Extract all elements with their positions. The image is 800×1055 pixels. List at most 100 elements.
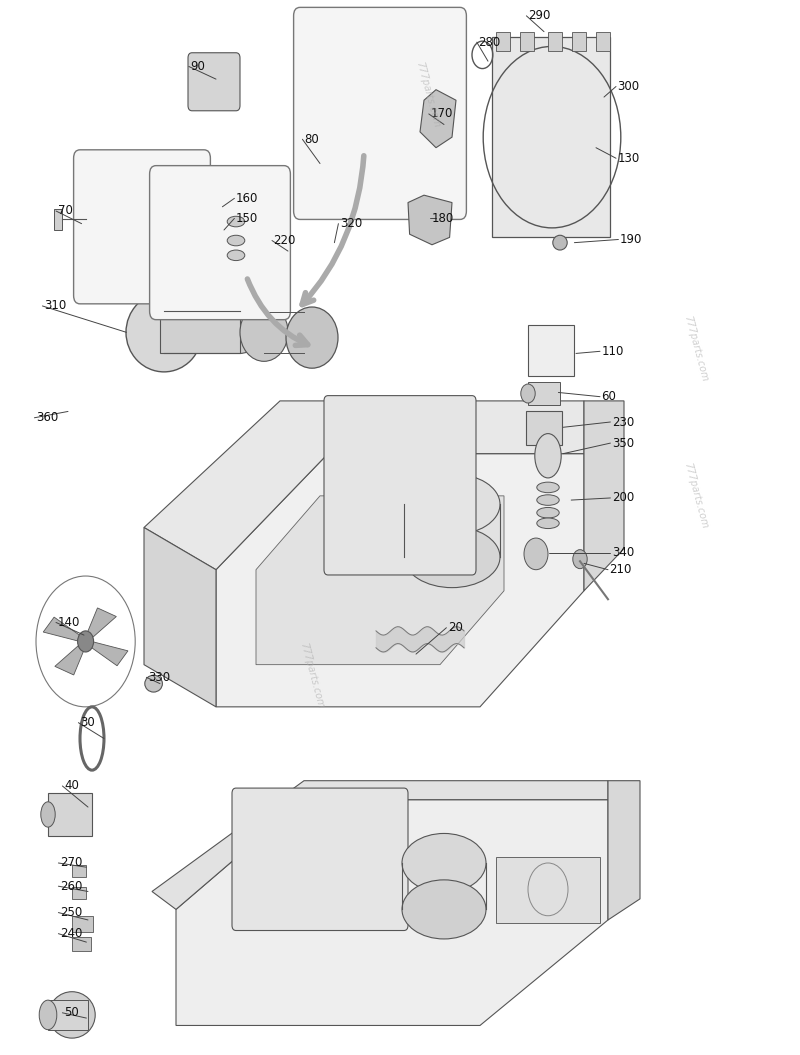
Text: 230: 230 xyxy=(612,416,634,428)
Ellipse shape xyxy=(240,304,288,361)
FancyBboxPatch shape xyxy=(188,53,240,111)
Ellipse shape xyxy=(537,518,559,529)
Ellipse shape xyxy=(145,675,162,692)
Text: 310: 310 xyxy=(44,300,66,312)
Text: 110: 110 xyxy=(602,345,624,358)
FancyBboxPatch shape xyxy=(232,788,408,931)
Bar xyxy=(160,311,240,353)
Ellipse shape xyxy=(39,1000,57,1030)
Text: 160: 160 xyxy=(236,192,258,205)
Bar xyxy=(48,793,92,836)
Ellipse shape xyxy=(227,250,245,261)
Polygon shape xyxy=(55,644,86,675)
Text: 290: 290 xyxy=(528,9,550,22)
Circle shape xyxy=(524,538,548,570)
Polygon shape xyxy=(216,454,584,707)
Text: 777parts.com: 777parts.com xyxy=(682,314,710,382)
Ellipse shape xyxy=(521,384,535,403)
Text: 280: 280 xyxy=(478,36,501,49)
FancyBboxPatch shape xyxy=(294,7,466,219)
Polygon shape xyxy=(420,90,456,148)
Ellipse shape xyxy=(126,292,202,372)
Polygon shape xyxy=(256,496,504,665)
Polygon shape xyxy=(88,641,128,666)
Bar xyxy=(54,209,62,230)
Bar xyxy=(72,937,91,951)
Ellipse shape xyxy=(49,992,95,1038)
FancyBboxPatch shape xyxy=(74,150,210,304)
Ellipse shape xyxy=(537,482,559,493)
Polygon shape xyxy=(176,800,608,1025)
Text: 190: 190 xyxy=(620,233,642,246)
Bar xyxy=(528,382,560,405)
Ellipse shape xyxy=(227,216,245,227)
Text: 250: 250 xyxy=(60,906,82,919)
Bar xyxy=(572,32,586,51)
Text: 90: 90 xyxy=(190,60,206,73)
Bar xyxy=(596,32,610,51)
Text: 777parts.com: 777parts.com xyxy=(298,641,326,709)
Polygon shape xyxy=(86,608,116,639)
Text: 340: 340 xyxy=(612,546,634,559)
Polygon shape xyxy=(43,617,83,641)
Bar xyxy=(528,325,574,376)
Text: 210: 210 xyxy=(610,563,632,576)
Ellipse shape xyxy=(220,311,260,353)
Text: 270: 270 xyxy=(60,857,82,869)
Text: 777parts.com: 777parts.com xyxy=(414,61,442,129)
Text: 170: 170 xyxy=(430,108,453,120)
FancyBboxPatch shape xyxy=(150,166,290,320)
Polygon shape xyxy=(492,37,610,237)
Polygon shape xyxy=(144,401,584,570)
Text: 330: 330 xyxy=(148,671,170,684)
Text: 320: 320 xyxy=(340,217,362,230)
Text: 350: 350 xyxy=(612,437,634,449)
Text: 240: 240 xyxy=(60,927,82,940)
Text: 260: 260 xyxy=(60,880,82,893)
Bar xyxy=(526,411,562,445)
Polygon shape xyxy=(144,528,216,707)
Ellipse shape xyxy=(553,235,567,250)
Text: 50: 50 xyxy=(64,1006,78,1019)
Bar xyxy=(548,32,562,51)
Circle shape xyxy=(78,631,94,652)
Text: 30: 30 xyxy=(80,716,94,729)
Ellipse shape xyxy=(404,474,500,535)
FancyBboxPatch shape xyxy=(324,396,476,575)
Bar xyxy=(520,32,534,51)
Text: 70: 70 xyxy=(58,205,73,217)
Ellipse shape xyxy=(404,526,500,588)
Text: 200: 200 xyxy=(612,492,634,504)
Text: 150: 150 xyxy=(236,212,258,225)
Polygon shape xyxy=(496,857,600,923)
Text: 80: 80 xyxy=(304,133,318,146)
Ellipse shape xyxy=(227,235,245,246)
Text: 220: 220 xyxy=(274,234,296,247)
Text: 140: 140 xyxy=(58,616,80,629)
Circle shape xyxy=(573,550,587,569)
Polygon shape xyxy=(608,781,640,920)
Ellipse shape xyxy=(402,833,486,893)
Text: 40: 40 xyxy=(64,780,79,792)
Bar xyxy=(48,1000,88,1030)
Ellipse shape xyxy=(286,307,338,368)
Ellipse shape xyxy=(402,880,486,939)
Text: 777parts.com: 777parts.com xyxy=(682,462,710,530)
Text: 180: 180 xyxy=(432,212,454,225)
Polygon shape xyxy=(408,195,452,245)
Bar xyxy=(72,887,86,899)
Polygon shape xyxy=(152,781,608,909)
Ellipse shape xyxy=(534,434,562,478)
Bar xyxy=(72,865,86,877)
Text: 130: 130 xyxy=(618,152,640,165)
Ellipse shape xyxy=(41,802,55,827)
Text: 60: 60 xyxy=(602,390,617,403)
Bar xyxy=(72,916,93,932)
Text: 20: 20 xyxy=(448,621,463,634)
Polygon shape xyxy=(584,401,624,591)
Text: 300: 300 xyxy=(618,80,640,93)
Ellipse shape xyxy=(537,507,559,518)
Ellipse shape xyxy=(537,495,559,505)
Bar xyxy=(496,32,510,51)
Text: 360: 360 xyxy=(36,411,58,424)
